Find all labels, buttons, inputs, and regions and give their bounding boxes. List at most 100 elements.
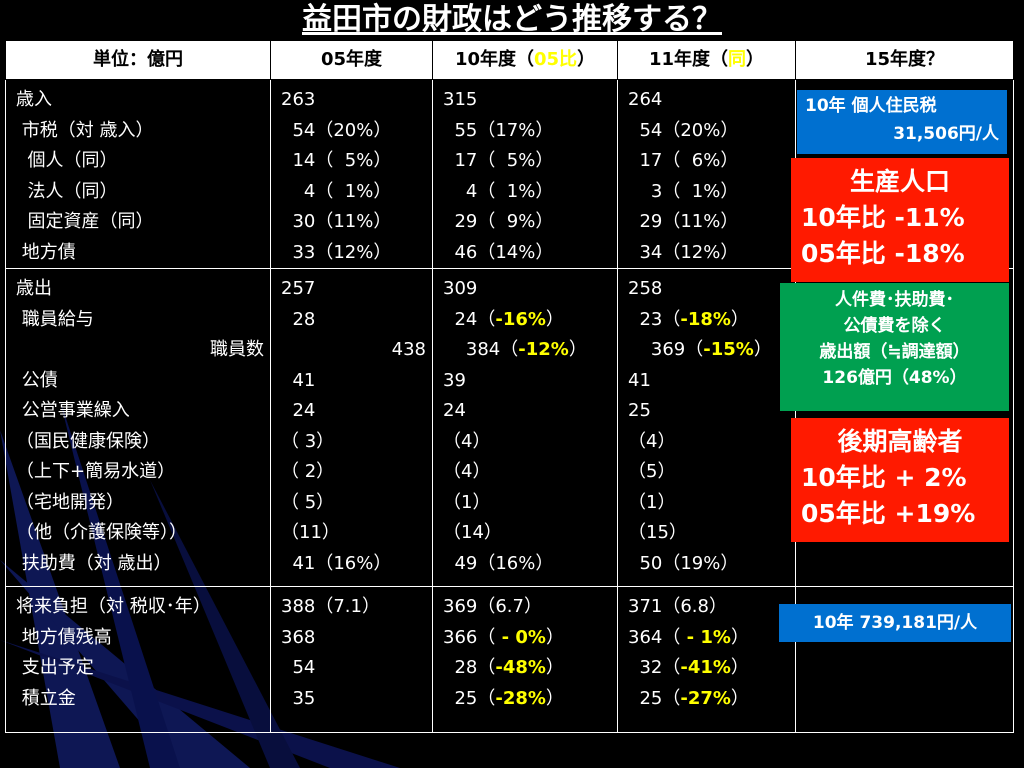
callout-working-population-05: 05年比 -18% (801, 239, 965, 268)
callout-late-elderly-05: 05年比 +19% (801, 499, 976, 528)
callout-green-line1: 人件費･扶助費･ (835, 290, 954, 310)
future-y11-part: -27% (680, 687, 731, 709)
future-y10-line: 25（-28%） (443, 684, 617, 715)
callout-late-elderly: 後期高齢者 10年比 + 2% 05年比 +19% (791, 418, 1009, 542)
revenue-y05-line: 54（20%） (281, 119, 392, 141)
expenditure-y11-part: 23（ (628, 308, 681, 330)
expenditure-y10-line: 24 (443, 396, 617, 427)
future-labels: 将来負担（対 税収･年） 地方債残高 支出予定 積立金 (5, 586, 271, 733)
future-y11-part: - 1% (680, 626, 731, 648)
future-labels-line: 支出予定 (16, 657, 94, 678)
header-10-highlight: 05比 (534, 49, 578, 70)
revenue-y05-line: 4（ 1%） (281, 180, 392, 202)
revenue-y11-line: 264 (628, 89, 663, 110)
expenditure-y05-line: 41（16%） (281, 552, 392, 574)
expenditure-10: 309 24（-16%） 384（-12%） 39 24 （4） （4） （1） （14） … (432, 268, 618, 587)
expenditure-y10-part: -12% (518, 339, 569, 360)
future-y10-part: -28% (495, 687, 546, 709)
expenditure-labels-line: 公債 (16, 369, 58, 391)
callout-working-population-10: 10年比 -11% (801, 203, 965, 232)
expenditure-labels: 歳出 職員給与 職員数 公債 公営事業繰入 （国民健康保険） （上下+簡易水道） （宅地… (5, 268, 271, 587)
page-title: 益田市の財政はどう推移する？ (302, 2, 722, 37)
future-y05-line: 368 (281, 626, 316, 648)
callout-working-population-title: 生産人口 (849, 167, 950, 196)
expenditure-y10-part: （4） (443, 430, 491, 452)
expenditure-labels-line: 職員給与 (16, 308, 94, 330)
revenue-labels-line: 地方債 (16, 241, 76, 263)
expenditure-y10-part: （1） (443, 491, 491, 513)
future-row: 将来負担（対 税収･年） 地方債残高 支出予定 積立金 388（7.1） 368 … (5, 586, 1014, 733)
header-row: 単位：億円 05年度 10年度（05比） 11年度（同） 15年度？ (5, 40, 1014, 80)
expenditure-y10-line: 39 (443, 366, 617, 397)
expenditure-y11-part: 369（ (628, 339, 704, 360)
finance-table: 単位：億円 05年度 10年度（05比） 11年度（同） 15年度？ 歳入 市税… (5, 40, 1014, 733)
future-y10-part: 369（6.7） (443, 596, 542, 617)
header-10-c: ） (577, 49, 596, 70)
expenditure-y10-line: （4） (443, 427, 617, 458)
callout-green-line4: 126億円（48%） (822, 368, 967, 388)
expenditure-y11-line: （4） (628, 427, 795, 458)
revenue-y11-line: 3（ 1%） (628, 180, 739, 202)
callout-green-line2: 公債費を除く (843, 316, 946, 336)
revenue-y10-line: 4（ 1%） (443, 180, 554, 202)
future-y10-part: 28（ (443, 657, 496, 678)
future-y10-part: -48% (495, 657, 546, 678)
revenue-y05-line: 30（11%） (281, 211, 392, 232)
future-labels-line: 地方債残高 (16, 626, 112, 648)
expenditure-y10-line: 384（-12%） (443, 335, 617, 366)
callout-resident-tax-line2: 31,506円/人 (893, 124, 999, 144)
future-y11-part: 371（6.8） (628, 596, 727, 617)
expenditure-y11-part: （5） (628, 461, 676, 482)
expenditure-y11-line: 23（-18%） (628, 305, 795, 336)
revenue-labels-line: 固定資産（同） (16, 211, 154, 232)
future-y11-part: ） (730, 687, 749, 709)
future-y10-line: 366（ - 0%） (443, 623, 617, 654)
future-y11-line: 371（6.8） (628, 592, 795, 623)
callout-future-burden: 10年 739,181円/人 (779, 604, 1011, 642)
future-11: 371（6.8） 364（ - 1%） 32（-41%） 25（-27%） (617, 586, 796, 733)
future-y11-part: 364（ (628, 626, 681, 648)
callout-late-elderly-10: 10年比 + 2% (801, 463, 967, 492)
expenditure-y10-part: ） (545, 308, 564, 330)
revenue-y05-line: 263 (281, 89, 316, 110)
expenditure-y05-line: 28 (281, 308, 316, 330)
expenditure-y10-part: （14） (443, 522, 502, 543)
revenue-y11-line: 29（11%） (628, 211, 739, 232)
expenditure-y05-line: （ 3） (281, 430, 335, 452)
future-y11-line: 25（-27%） (628, 684, 795, 715)
revenue-labels-line: 市税（対 歳入） (16, 119, 154, 141)
expenditure-y11-line: 25 (628, 396, 795, 427)
callout-future-burden-text: 10年 739,181円/人 (812, 613, 978, 633)
header-10-a: 10年度（ (454, 49, 534, 70)
revenue-y10-line: 315 (443, 89, 478, 110)
expenditure-y05-line: 24 (281, 400, 316, 421)
expenditure-labels-line: （他（介護保険等）） (16, 522, 187, 543)
header-10: 10年度（05比） (432, 40, 618, 80)
expenditure-y10-part: -16% (495, 308, 546, 330)
expenditure-y11-line: （1） (628, 488, 795, 519)
expenditure-y11-part: 25 (628, 400, 651, 421)
expenditure-y05-line: 257 (281, 278, 316, 299)
expenditure-y11-line: （15） (628, 518, 795, 549)
callout-resident-tax-line1: 10年 個人住民税 (805, 96, 937, 116)
revenue-y11-line: 17（ 6%） (628, 150, 739, 171)
expenditure-y10-line: （4） (443, 457, 617, 488)
expenditure-labels-line: （宅地開発） (16, 491, 124, 513)
future-y11-line: 32（-41%） (628, 653, 795, 684)
expenditure-y10-line: （14） (443, 518, 617, 549)
revenue-y11-line: 34（12%） (628, 241, 739, 263)
expenditure-y10-part: 24 (443, 400, 466, 421)
expenditure-05: 257 28 438 41 24 （ 3） （ 2） （ 5） （11） 41（16%） (270, 268, 433, 587)
future-y11-part: ） (730, 626, 749, 648)
expenditure-row: 歳出 職員給与 職員数 公債 公営事業繰入 （国民健康保険） （上下+簡易水道） （宅地… (5, 268, 1014, 587)
expenditure-y10-line: 24（-16%） (443, 305, 617, 336)
expenditure-y11-line: 50（19%） (628, 549, 795, 580)
expenditure-y10-line: 309 (443, 274, 617, 305)
expenditure-y10-part: 39 (443, 369, 466, 391)
expenditure-y11-part: -18% (680, 308, 731, 330)
revenue-y05-line: 33（12%） (281, 241, 392, 263)
expenditure-labels-line: 歳出 (16, 278, 52, 299)
future-y11-part: 32（ (628, 657, 681, 678)
future-y10-part: ） (545, 687, 564, 709)
expenditure-y10-part: 384（ (443, 339, 519, 360)
